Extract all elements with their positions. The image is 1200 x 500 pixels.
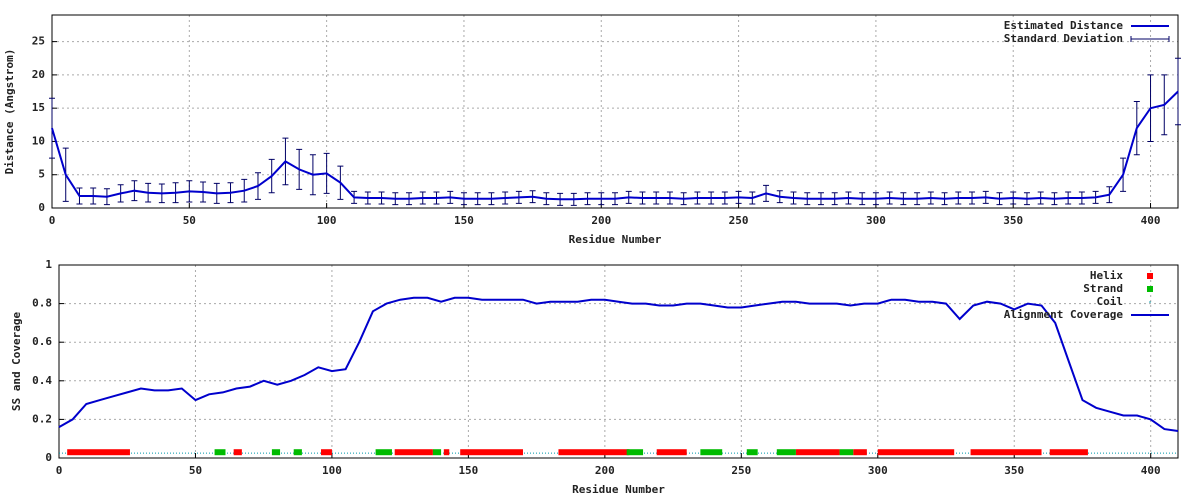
ss-segment [626, 449, 644, 456]
ss-segment [839, 449, 854, 456]
ss-segment [271, 449, 281, 456]
x-tick-label: 0 [56, 464, 63, 477]
ss-segment [293, 449, 302, 456]
x-tick-label: 50 [189, 464, 202, 477]
x-tick-label: 100 [317, 214, 337, 227]
y-tick-label: 10 [32, 134, 45, 147]
ss-segment [460, 449, 523, 456]
y-tick-label: 20 [32, 68, 45, 81]
x-tick-label: 250 [729, 214, 749, 227]
x-tick-label: 200 [595, 464, 615, 477]
ss-segment [776, 449, 796, 456]
ss-segment [700, 449, 723, 456]
legend-swatch [1147, 286, 1153, 292]
ss-segment [443, 449, 450, 456]
x-axis-label: Residue Number [569, 233, 662, 246]
legend-swatch [1130, 36, 1170, 42]
x-tick-label: 300 [866, 214, 886, 227]
y-tick-label: 0 [38, 201, 45, 214]
x-tick-label: 50 [183, 214, 196, 227]
y-tick-label: 0 [45, 451, 52, 464]
legend-label: Helix [1090, 269, 1123, 282]
ss-segment [970, 449, 1042, 456]
x-tick-label: 300 [868, 464, 888, 477]
x-tick-label: 100 [322, 464, 342, 477]
plot-frame [58, 264, 1179, 459]
y-tick-label: 0.6 [32, 335, 52, 348]
legend-label: Strand [1083, 282, 1123, 295]
legend-label: Coil [1097, 295, 1124, 308]
data-line [51, 90, 1179, 201]
x-tick-label: 350 [1003, 214, 1023, 227]
x-tick-label: 200 [591, 214, 611, 227]
x-tick-label: 250 [731, 464, 751, 477]
y-tick-label: 15 [32, 101, 45, 114]
ss-segment [877, 449, 955, 456]
ss-segment [432, 449, 442, 456]
y-tick-label: 25 [32, 35, 45, 48]
y-tick-label: 5 [38, 168, 45, 181]
ss-segment [233, 449, 242, 456]
legend-swatch [1147, 273, 1153, 279]
legend-label: Estimated Distance [1004, 19, 1124, 32]
ss-segment [375, 449, 392, 456]
x-tick-label: 150 [458, 464, 478, 477]
y-tick-label: 0.4 [32, 374, 52, 387]
ss-segment [394, 449, 433, 456]
legend-label: Alignment Coverage [1004, 308, 1124, 321]
y-tick-label: 1 [45, 258, 52, 271]
ss-segment [214, 449, 226, 456]
legend-label: Standard Deviation [1004, 32, 1123, 45]
y-tick-label: 0.8 [32, 297, 52, 310]
x-axis-label: Residue Number [572, 483, 665, 496]
y-axis-label: Distance (Angstrom) [3, 49, 16, 175]
x-tick-label: 0 [49, 214, 56, 227]
ss-segment [558, 449, 630, 456]
ss-segment [746, 449, 758, 456]
y-axis-label: SS and Coverage [10, 311, 23, 411]
ss-segment [67, 449, 130, 456]
ss-segment [1049, 449, 1088, 456]
x-tick-label: 150 [454, 214, 474, 227]
x-tick-label: 400 [1141, 464, 1161, 477]
data-line [58, 296, 1179, 432]
y-tick-label: 0.2 [32, 412, 52, 425]
ss-segment [853, 449, 867, 456]
ss-segment [656, 449, 687, 456]
ss-segment [795, 449, 840, 456]
x-tick-label: 350 [1004, 464, 1024, 477]
x-tick-label: 400 [1141, 214, 1161, 227]
legend-swatch [1149, 301, 1151, 303]
ss-segment [321, 449, 332, 456]
